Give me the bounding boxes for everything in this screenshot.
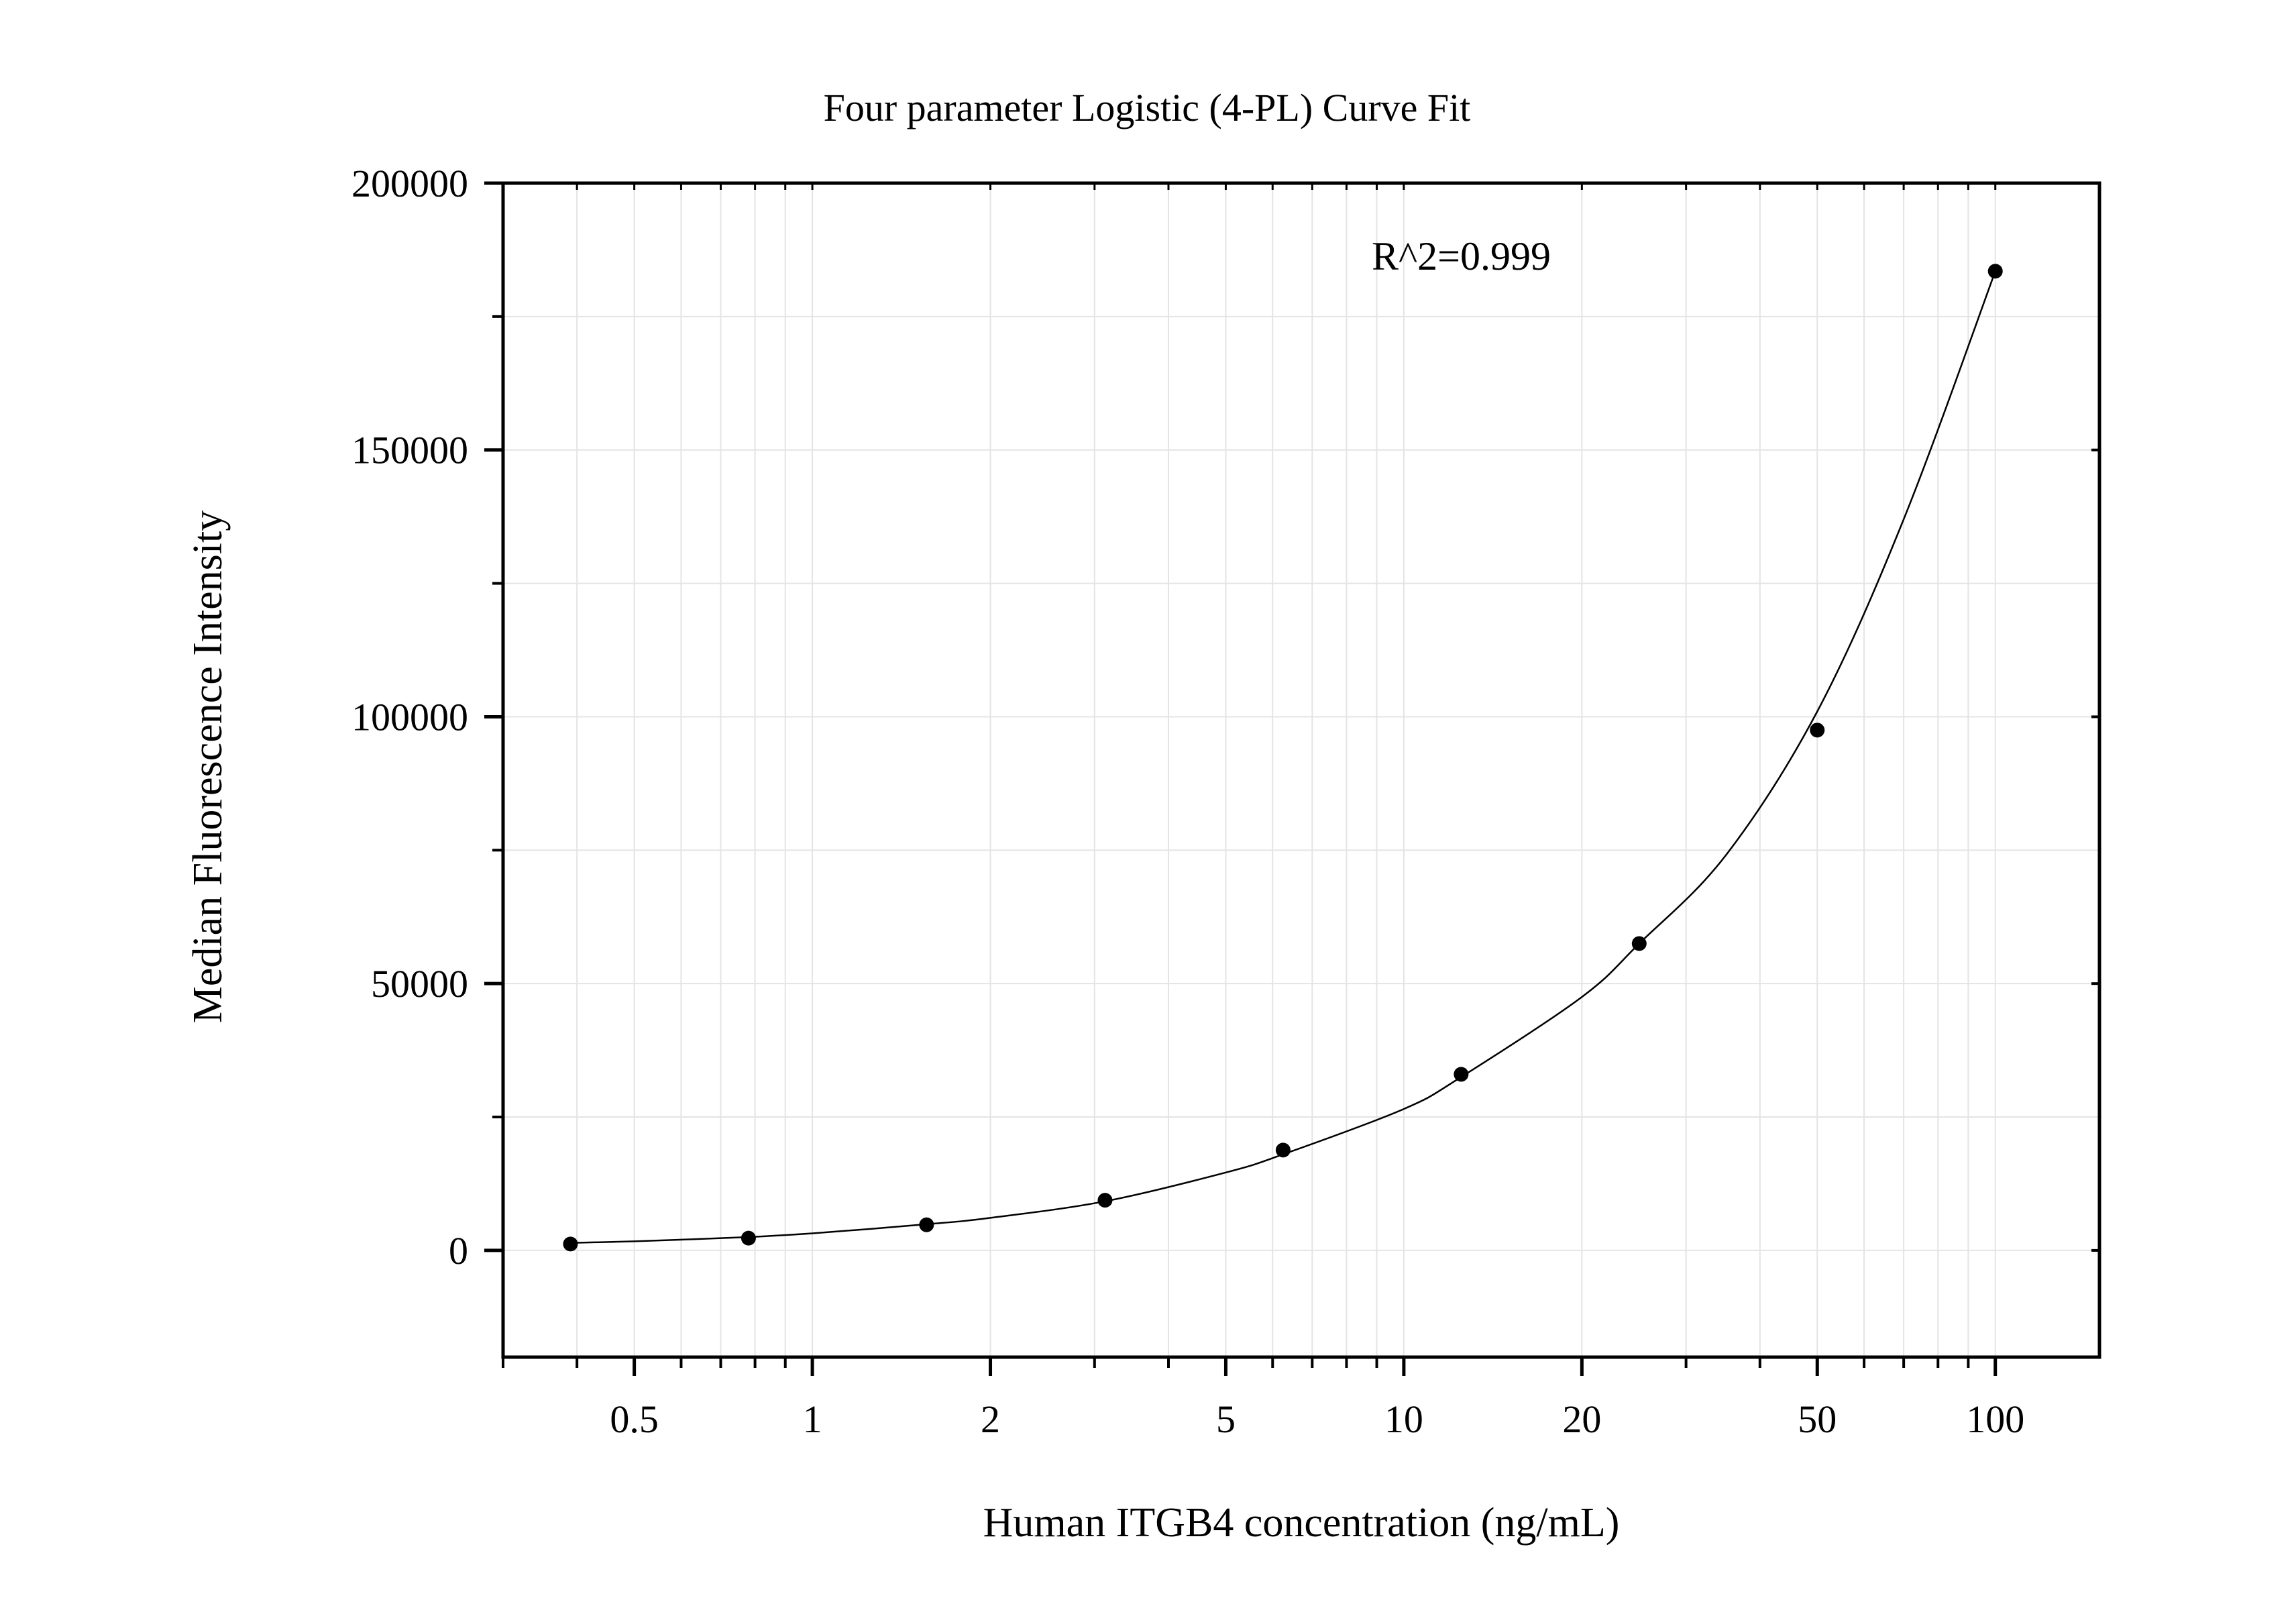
data-point-8 (1987, 264, 2003, 279)
y-tick-label-1: 50000 (371, 962, 468, 1006)
axis-ticks (484, 181, 2099, 1376)
r-squared-annotation: R^2=0.999 (1372, 234, 1551, 278)
data-point-4 (1275, 1142, 1291, 1158)
y-tick-label-4: 200000 (351, 162, 468, 205)
chart-title: Four parameter Logistic (4-PL) Curve Fit (824, 86, 1471, 129)
data-point-7 (1810, 723, 1825, 738)
fit-curve-layer (570, 270, 1996, 1244)
x-tick-label-4: 10 (1384, 1397, 1423, 1441)
data-point-6 (1631, 936, 1647, 951)
x-tick-label-3: 5 (1216, 1397, 1236, 1441)
y-tick-label-0: 0 (449, 1229, 468, 1273)
y-tick-label-3: 150000 (351, 429, 468, 472)
y-axis-label: Median Fluorescence Intensity (185, 511, 231, 1023)
data-point-5 (1454, 1067, 1469, 1082)
x-axis-label: Human ITGB4 concentration (ng/mL) (983, 1500, 1620, 1546)
x-tick-label-0: 0.5 (610, 1397, 659, 1441)
x-tick-label-6: 50 (1798, 1397, 1837, 1441)
fit-curve (570, 270, 1996, 1244)
data-point-0 (563, 1236, 578, 1252)
x-tick-label-5: 20 (1562, 1397, 1601, 1441)
y-tick-label-2: 100000 (351, 695, 468, 739)
plot-frame (501, 181, 2101, 1359)
x-tick-label-2: 2 (981, 1397, 1000, 1441)
tick-labels: 0.5 1 2 5 10 20 50 100 0 50000 100000 150000 200000 (351, 162, 2024, 1441)
data-point-3 (1097, 1193, 1113, 1208)
data-points (563, 264, 2003, 1252)
data-point-1 (741, 1230, 756, 1246)
x-tick-label-7: 100 (1966, 1397, 2024, 1441)
x-tick-label-1: 1 (803, 1397, 822, 1441)
data-point-2 (919, 1217, 934, 1232)
